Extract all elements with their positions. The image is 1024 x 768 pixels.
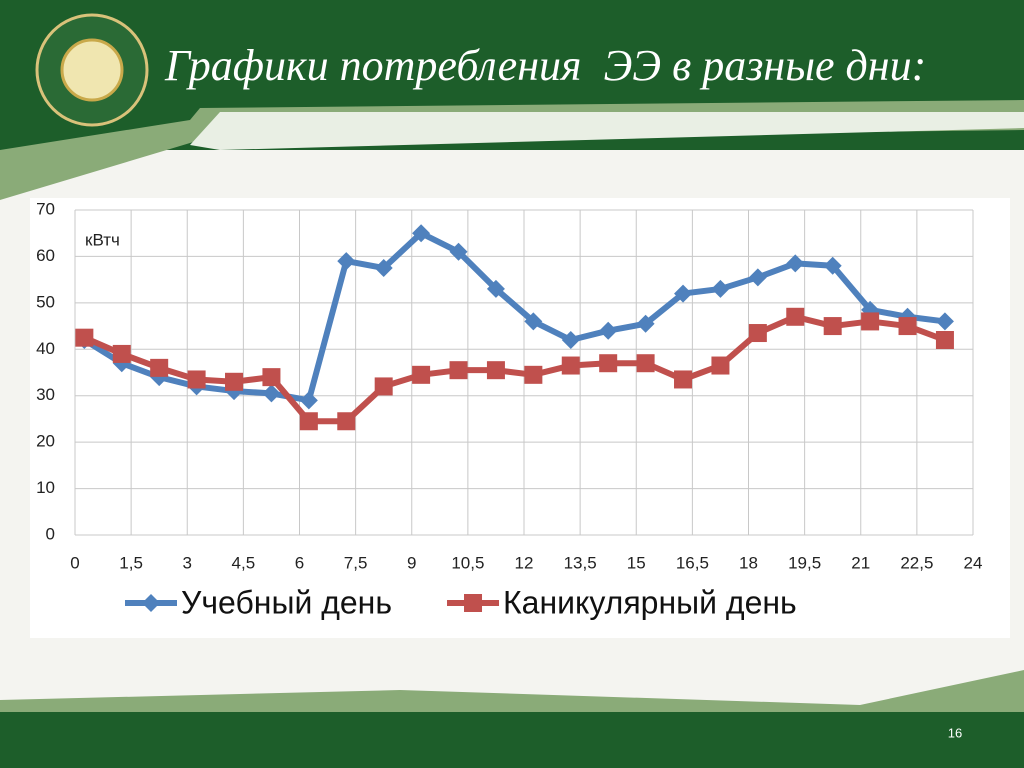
y-tick-label: 40 <box>36 339 55 358</box>
data-point <box>823 256 842 275</box>
x-tick-label: 18 <box>739 553 758 572</box>
y-tick-label: 20 <box>36 432 55 451</box>
data-point <box>861 312 880 331</box>
y-tick-label: 60 <box>36 246 55 265</box>
y-tick-label: 10 <box>36 478 55 497</box>
data-point <box>524 312 543 331</box>
data-point <box>112 344 131 363</box>
data-point <box>412 365 431 384</box>
footer-band <box>0 712 1024 768</box>
page-number: 16 <box>948 725 962 740</box>
data-point <box>636 314 655 333</box>
data-point <box>374 259 393 278</box>
header-swoosh-light <box>190 112 1024 150</box>
x-tick-label: 3 <box>183 553 192 572</box>
data-point <box>561 356 580 375</box>
data-point <box>75 328 94 347</box>
x-tick-label: 9 <box>407 553 416 572</box>
data-point <box>150 358 169 377</box>
data-point <box>786 307 805 326</box>
data-point <box>337 412 356 431</box>
y-tick-label: 50 <box>36 292 55 311</box>
x-tick-label: 13,5 <box>564 553 597 572</box>
logo-center <box>60 38 124 102</box>
y-tick-label: 70 <box>36 199 55 218</box>
data-point <box>524 365 543 384</box>
legend-marker <box>142 594 160 612</box>
data-point <box>674 370 693 389</box>
data-point <box>935 312 954 331</box>
data-point <box>748 268 767 287</box>
x-tick-label: 6 <box>295 553 304 572</box>
slide-title: Графики потребления ЭЭ в разные дни: <box>164 41 926 90</box>
x-tick-label: 22,5 <box>900 553 933 572</box>
x-tick-label: 10,5 <box>451 553 484 572</box>
data-point <box>337 252 356 271</box>
data-point <box>299 391 318 410</box>
data-point <box>449 242 468 261</box>
data-point <box>449 361 468 380</box>
data-point <box>636 354 655 373</box>
x-tick-label: 0 <box>70 553 79 572</box>
data-point <box>748 324 767 343</box>
x-tick-label: 19,5 <box>788 553 821 572</box>
y-tick-label: 0 <box>46 524 55 543</box>
data-point <box>262 368 281 387</box>
data-point <box>711 279 730 298</box>
data-point <box>262 384 281 403</box>
legend-label: Каникулярный день <box>503 584 797 620</box>
legend-label: Учебный день <box>181 584 392 620</box>
data-point <box>187 370 206 389</box>
data-point <box>225 372 244 391</box>
x-tick-label: 15 <box>627 553 646 572</box>
legend-marker <box>464 594 483 612</box>
x-tick-label: 7,5 <box>344 553 368 572</box>
data-point <box>786 254 805 273</box>
data-point <box>898 317 917 336</box>
data-point <box>823 317 842 336</box>
x-tick-label: 24 <box>964 553 983 572</box>
data-point <box>486 279 505 298</box>
data-point <box>412 224 431 243</box>
data-point <box>711 356 730 375</box>
chart-area <box>30 198 1010 638</box>
data-point <box>599 354 618 373</box>
y-tick-label: 30 <box>36 385 55 404</box>
data-point <box>599 321 618 340</box>
data-point <box>374 377 393 396</box>
x-tick-label: 1,5 <box>119 553 143 572</box>
data-point <box>674 284 693 303</box>
data-point <box>299 412 318 431</box>
y-axis-label: кВтч <box>85 230 120 249</box>
x-tick-label: 21 <box>851 553 870 572</box>
x-tick-label: 16,5 <box>676 553 709 572</box>
x-tick-label: 4,5 <box>232 553 256 572</box>
data-point <box>561 331 580 349</box>
x-tick-label: 12 <box>515 553 534 572</box>
data-point <box>486 361 505 380</box>
data-point <box>935 331 954 349</box>
